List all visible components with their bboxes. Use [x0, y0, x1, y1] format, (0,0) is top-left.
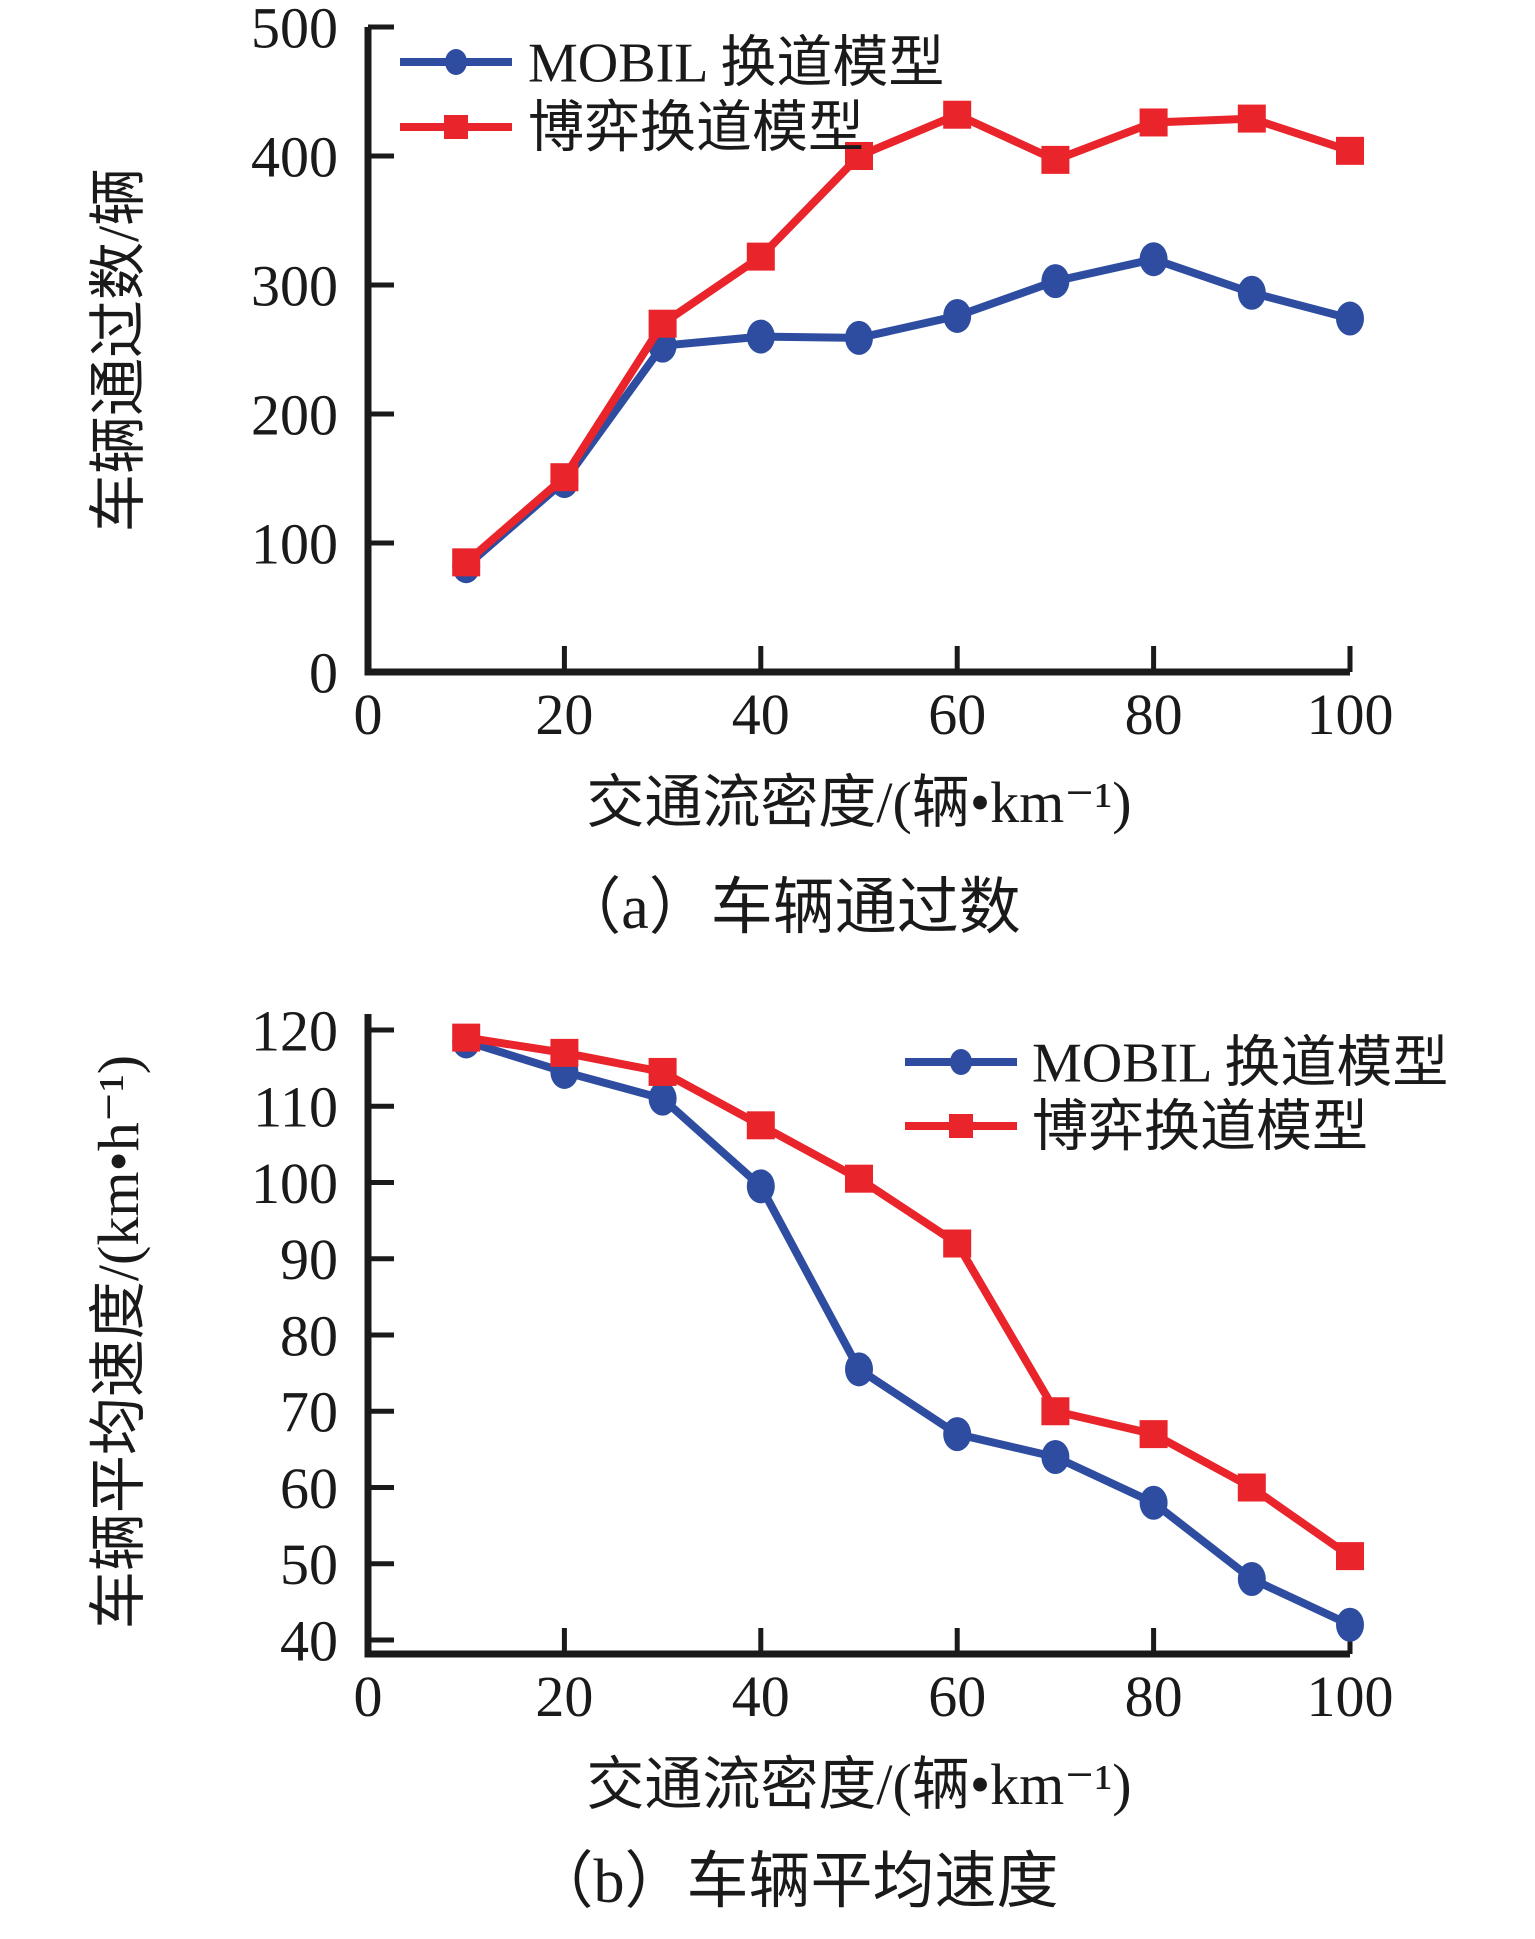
- chart-b-caption: （b）车辆平均速度: [531, 1848, 1058, 1916]
- data-point-square: [550, 463, 579, 492]
- y-tick-label: 200: [251, 382, 338, 447]
- legend-circle-marker: [950, 1049, 972, 1075]
- chart-a-xaxis-title: 交通流密度/(辆•km⁻¹): [586, 770, 1131, 835]
- x-tick-label: 0: [354, 1664, 383, 1729]
- y-tick-label: 60: [280, 1456, 338, 1521]
- y-tick-label: 400: [251, 124, 338, 189]
- data-point-square: [1336, 136, 1364, 165]
- x-tick-label: 40: [732, 1664, 790, 1729]
- data-point-circle: [648, 1081, 677, 1116]
- data-point-circle: [1139, 242, 1168, 277]
- legend-label: MOBIL 换道模型: [528, 33, 944, 95]
- series-markers-mobil: [452, 1024, 1364, 1642]
- data-point-square: [1139, 1420, 1168, 1449]
- data-point-square: [648, 1057, 677, 1086]
- data-point-square: [1139, 108, 1168, 137]
- legend-item-game: 博弈换道模型: [905, 1097, 1368, 1159]
- legend-item-mobil: MOBIL 换道模型: [400, 33, 944, 95]
- data-point-circle: [746, 1169, 775, 1204]
- data-point-circle: [1041, 264, 1070, 299]
- data-point-circle: [1041, 1440, 1070, 1474]
- y-tick-label: 90: [280, 1227, 338, 1292]
- data-point-circle: [1237, 1562, 1266, 1596]
- data-point-circle: [845, 1352, 873, 1387]
- series-markers-mobil: [452, 242, 1364, 584]
- data-point-square: [452, 548, 481, 577]
- legend-label: 博弈换道模型: [528, 98, 864, 160]
- chart-b-average-speed: 40 50 60 70 80 90 100 110 120 0 20 40 60 80 100 MOBIL 换…: [86, 998, 1448, 1916]
- x-tick-label: 100: [1307, 682, 1394, 747]
- data-point-circle: [1139, 1485, 1168, 1520]
- chart-a-vehicle-throughput: 0 100 200 300 400 500 0 20 40 60 80 100 MOBIL 换道模型博弈…: [86, 0, 1394, 942]
- series-line-mobil: [465, 1037, 1352, 1629]
- y-tick-label: 0: [309, 640, 338, 705]
- chart-b-plot: 40 50 60 70 80 90 100 110 120 0 20 40 60 80 100 MOBIL 换…: [251, 998, 1448, 1729]
- data-point-square: [943, 1229, 972, 1258]
- chart-a-caption: （a）车辆通过数: [559, 874, 1021, 942]
- chart-a-yaxis-title: 车辆通过数/辆: [86, 168, 151, 532]
- data-point-square: [550, 1038, 579, 1067]
- data-point-square: [746, 1111, 775, 1140]
- data-point-circle: [943, 1417, 972, 1452]
- x-tick-label: 60: [928, 682, 986, 747]
- y-tick-label: 100: [251, 1151, 338, 1216]
- data-point-square: [943, 100, 972, 129]
- data-point-circle: [1336, 1607, 1364, 1642]
- data-point-square: [1041, 145, 1070, 174]
- y-tick-label: 40: [280, 1608, 338, 1673]
- data-point-square: [1336, 1542, 1364, 1571]
- y-tick-label: 80: [280, 1303, 338, 1368]
- legend-square-marker: [949, 1114, 973, 1138]
- x-tick-label: 60: [928, 1664, 986, 1729]
- x-tick-label: 80: [1125, 1664, 1183, 1729]
- legend-item-game: 博弈换道模型: [400, 98, 864, 160]
- y-tick-label: 300: [251, 253, 338, 318]
- data-point-square: [648, 309, 677, 338]
- x-tick-label: 100: [1307, 1664, 1394, 1729]
- data-point-square: [452, 1023, 481, 1052]
- series-line-mobil: [463, 255, 1352, 570]
- x-tick-label: 20: [535, 1664, 593, 1729]
- y-tick-label: 50: [280, 1532, 338, 1597]
- x-tick-label: 40: [732, 682, 790, 747]
- legend-circle-marker: [445, 49, 467, 75]
- series-line-game: [463, 110, 1352, 566]
- y-tick-label: 500: [251, 0, 338, 60]
- x-tick-label: 80: [1125, 682, 1183, 747]
- y-tick-label: 110: [253, 1075, 338, 1140]
- data-point-circle: [746, 319, 775, 354]
- series-line-game: [465, 1033, 1353, 1560]
- data-point-circle: [943, 298, 972, 333]
- chart-a-plot: 0 100 200 300 400 500 0 20 40 60 80 100 MOBIL 换道模型博弈…: [251, 0, 1394, 747]
- series-markers-game: [452, 100, 1364, 577]
- x-tick-label: 20: [535, 682, 593, 747]
- legend-square-marker: [444, 115, 468, 139]
- y-tick-label: 100: [251, 511, 338, 576]
- data-point-circle: [1336, 301, 1364, 336]
- data-point-circle: [1237, 275, 1266, 310]
- data-point-square: [1237, 1473, 1266, 1502]
- data-point-circle: [845, 320, 873, 355]
- data-point-square: [746, 242, 775, 271]
- data-point-square: [845, 142, 873, 170]
- data-point-square: [1237, 104, 1266, 133]
- series-markers-game: [452, 1023, 1364, 1571]
- legend-label: MOBIL 换道模型: [1032, 1033, 1448, 1095]
- x-tick-label: 0: [354, 682, 383, 747]
- y-tick-label: 120: [251, 998, 338, 1063]
- data-point-square: [845, 1164, 873, 1193]
- legend-item-mobil: MOBIL 换道模型: [905, 1033, 1448, 1095]
- chart-b-yaxis-title: 车辆平均速度/(km•h⁻¹): [86, 1055, 151, 1629]
- y-tick-label: 70: [280, 1380, 338, 1445]
- legend-label: 博弈换道模型: [1032, 1097, 1368, 1159]
- data-point-square: [1041, 1397, 1070, 1426]
- chart-b-xaxis-title: 交通流密度/(辆•km⁻¹): [586, 1752, 1131, 1817]
